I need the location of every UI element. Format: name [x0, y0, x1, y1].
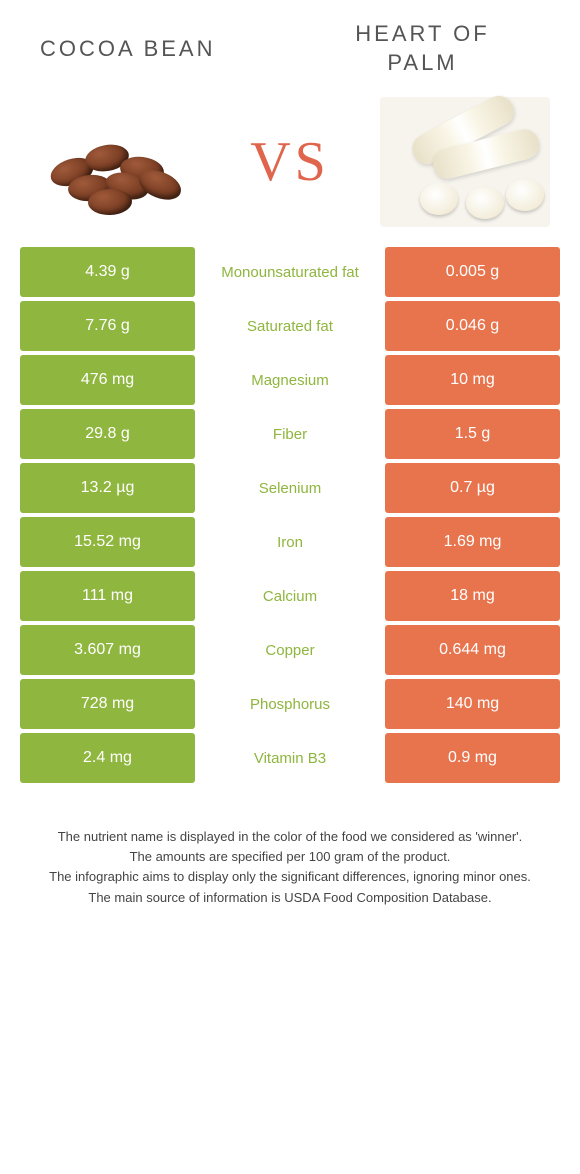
nutrient-name: Copper	[195, 625, 385, 675]
table-row: 13.2 µgSelenium0.7 µg	[20, 463, 560, 513]
cocoa-bean-image	[30, 97, 200, 227]
food-right-title: HEART OFPALM	[295, 20, 550, 77]
value-left: 2.4 mg	[20, 733, 195, 783]
images-row: VS	[0, 87, 580, 247]
value-right: 140 mg	[385, 679, 560, 729]
vs-label: VS	[250, 130, 330, 194]
nutrient-name: Vitamin B3	[195, 733, 385, 783]
footer-line: The infographic aims to display only the…	[40, 867, 540, 887]
value-left: 13.2 µg	[20, 463, 195, 513]
nutrient-name: Iron	[195, 517, 385, 567]
nutrient-name: Saturated fat	[195, 301, 385, 351]
nutrient-name: Phosphorus	[195, 679, 385, 729]
footer-notes: The nutrient name is displayed in the co…	[0, 787, 580, 908]
value-right: 10 mg	[385, 355, 560, 405]
table-row: 476 mgMagnesium10 mg	[20, 355, 560, 405]
table-row: 7.76 gSaturated fat0.046 g	[20, 301, 560, 351]
value-left: 29.8 g	[20, 409, 195, 459]
value-right: 0.644 mg	[385, 625, 560, 675]
value-right: 0.005 g	[385, 247, 560, 297]
table-row: 4.39 gMonounsaturated fat0.005 g	[20, 247, 560, 297]
table-row: 2.4 mgVitamin B30.9 mg	[20, 733, 560, 783]
value-left: 4.39 g	[20, 247, 195, 297]
nutrient-name: Calcium	[195, 571, 385, 621]
footer-line: The main source of information is USDA F…	[40, 888, 540, 908]
value-left: 15.52 mg	[20, 517, 195, 567]
table-row: 29.8 gFiber1.5 g	[20, 409, 560, 459]
nutrient-name: Selenium	[195, 463, 385, 513]
table-row: 15.52 mgIron1.69 mg	[20, 517, 560, 567]
value-right: 1.69 mg	[385, 517, 560, 567]
footer-line: The nutrient name is displayed in the co…	[40, 827, 540, 847]
food-left-title: COCOA BEAN	[30, 36, 295, 62]
value-right: 0.9 mg	[385, 733, 560, 783]
value-right: 0.046 g	[385, 301, 560, 351]
value-left: 7.76 g	[20, 301, 195, 351]
table-row: 728 mgPhosphorus140 mg	[20, 679, 560, 729]
value-left: 3.607 mg	[20, 625, 195, 675]
value-right: 0.7 µg	[385, 463, 560, 513]
footer-line: The amounts are specified per 100 gram o…	[40, 847, 540, 867]
value-right: 1.5 g	[385, 409, 560, 459]
table-row: 3.607 mgCopper0.644 mg	[20, 625, 560, 675]
header: COCOA BEAN HEART OFPALM	[0, 0, 580, 87]
heart-of-palm-image	[380, 97, 550, 227]
value-left: 728 mg	[20, 679, 195, 729]
table-row: 111 mgCalcium18 mg	[20, 571, 560, 621]
value-right: 18 mg	[385, 571, 560, 621]
nutrient-name: Fiber	[195, 409, 385, 459]
value-left: 111 mg	[20, 571, 195, 621]
value-left: 476 mg	[20, 355, 195, 405]
nutrient-table: 4.39 gMonounsaturated fat0.005 g7.76 gSa…	[0, 247, 580, 783]
nutrient-name: Monounsaturated fat	[195, 247, 385, 297]
nutrient-name: Magnesium	[195, 355, 385, 405]
